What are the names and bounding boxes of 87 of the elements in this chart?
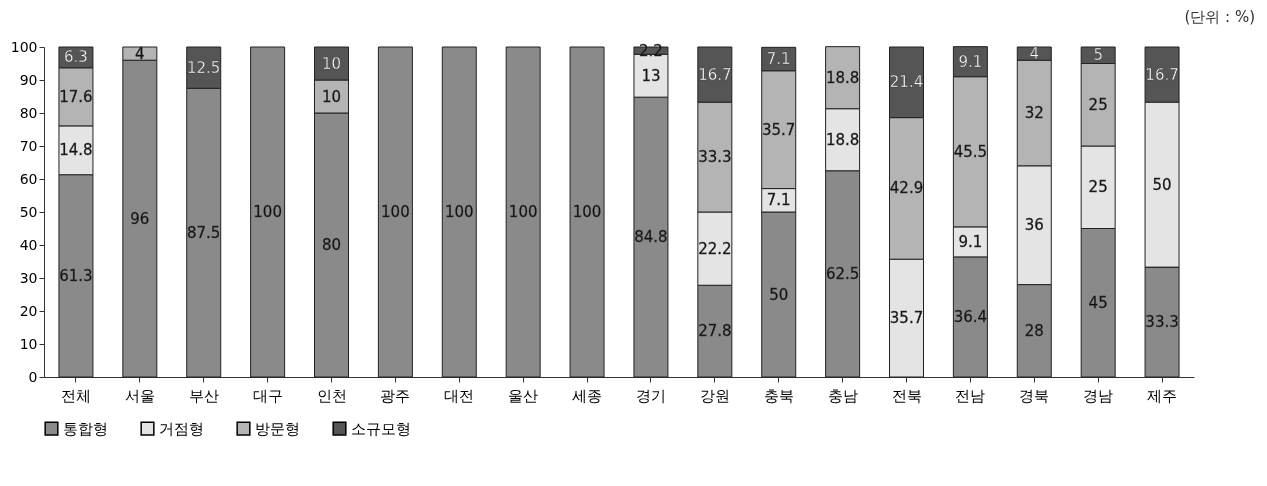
- x-tick-label: 충남: [827, 386, 858, 405]
- x-tick-label: 대전: [444, 386, 475, 405]
- y-tick-label: 50: [19, 203, 38, 220]
- data-label: 87.5: [187, 223, 221, 242]
- y-tick-label: 40: [19, 236, 38, 253]
- legend-label: 통합형: [63, 419, 108, 438]
- y-tick-label: 70: [19, 137, 38, 154]
- y-tick-label: 20: [19, 302, 38, 319]
- legend-label: 거점형: [159, 419, 204, 438]
- data-label: 35.7: [762, 120, 796, 139]
- data-label: 96: [130, 209, 150, 228]
- data-label: 84.8: [634, 228, 668, 247]
- data-label: 100: [572, 203, 602, 221]
- data-label: 6.3: [64, 48, 88, 67]
- bar: [250, 46, 286, 378]
- data-label: 2.2: [639, 41, 663, 60]
- y-tick-label: 90: [19, 71, 38, 88]
- x-tick-label: 강원: [699, 386, 730, 405]
- data-label: 27.8: [698, 322, 732, 341]
- data-label: 25: [1088, 178, 1108, 197]
- x-tick-label: 울산: [508, 386, 539, 405]
- y-tick-label: 0: [28, 368, 38, 385]
- y-tick-label: 10: [19, 335, 38, 352]
- bar: [569, 46, 605, 378]
- x-tick-label: 세종: [572, 386, 603, 405]
- data-label: 7.1: [766, 191, 791, 210]
- data-label: 13: [641, 66, 661, 85]
- data-label: 12.5: [187, 58, 221, 77]
- y-tick-label: 80: [19, 104, 38, 121]
- data-label: 16.7: [698, 65, 732, 84]
- x-tick-label: 경기: [635, 386, 666, 405]
- data-label: 16.7: [1145, 65, 1179, 84]
- y-tick-label: 100: [10, 38, 38, 55]
- data-label: 50: [769, 285, 789, 304]
- data-label: 100: [381, 203, 410, 221]
- data-label: 80: [321, 236, 342, 254]
- data-label: 17.6: [59, 87, 93, 106]
- data-label: 28: [1024, 321, 1044, 340]
- data-label: 42.9: [889, 179, 924, 198]
- y-tick-label: 30: [19, 269, 38, 286]
- x-tick-label: 전남: [955, 386, 986, 405]
- bar: [441, 46, 477, 378]
- x-tick-label: 충북: [763, 386, 794, 405]
- x-tick-label: 경남: [1083, 386, 1114, 405]
- data-label: 18.8: [825, 68, 860, 87]
- data-label: 33.3: [1145, 313, 1179, 332]
- legend-label: 방문형: [255, 419, 300, 438]
- legend-label: 소규모형: [351, 419, 411, 438]
- x-tick-label: 서울: [124, 386, 155, 405]
- x-tick-label: 전체: [60, 386, 91, 405]
- data-label: 62.5: [825, 264, 860, 283]
- data-label: 18.8: [825, 130, 860, 149]
- x-tick-label: 대구: [252, 386, 283, 405]
- text: (단위 : %): [1184, 8, 1255, 27]
- data-label: 32: [1024, 104, 1044, 122]
- x-tick-label: 광주: [380, 386, 411, 405]
- data-label: 22.2: [698, 239, 732, 258]
- data-label: 100: [508, 203, 538, 221]
- data-label: 10: [321, 54, 342, 73]
- x-tick-label: 제주: [1147, 386, 1178, 405]
- data-label: 100: [444, 203, 474, 221]
- data-label: 36.4: [953, 307, 988, 326]
- data-label: 14.8: [59, 141, 93, 160]
- x-tick-label: 인천: [316, 386, 347, 405]
- data-label: 50: [1152, 175, 1172, 194]
- y-tick-label: 60: [19, 170, 38, 187]
- data-label: 45: [1088, 293, 1108, 312]
- data-label: 61.3: [59, 266, 93, 285]
- data-label: 4: [1029, 44, 1040, 63]
- data-label: 33.3: [698, 148, 732, 167]
- data-label: 100: [253, 203, 282, 221]
- x-tick-label: 경북: [1019, 386, 1050, 405]
- data-label: 25: [1088, 95, 1108, 114]
- data-label: 21.4: [889, 73, 924, 92]
- data-label: 7.1: [766, 50, 791, 69]
- data-label: 10: [321, 87, 342, 106]
- x-tick-label: 부산: [188, 386, 219, 405]
- data-label: 9.1: [958, 232, 983, 251]
- data-label: 35.7: [889, 309, 924, 328]
- data-label: 5: [1093, 46, 1103, 65]
- bar: [505, 46, 541, 378]
- bar: [377, 46, 413, 378]
- data-label: 45.5: [953, 142, 988, 161]
- x-tick-label: 전북: [891, 386, 922, 405]
- data-label: 4: [135, 44, 145, 63]
- data-label: 9.1: [958, 52, 983, 71]
- data-label: 36: [1024, 216, 1044, 235]
